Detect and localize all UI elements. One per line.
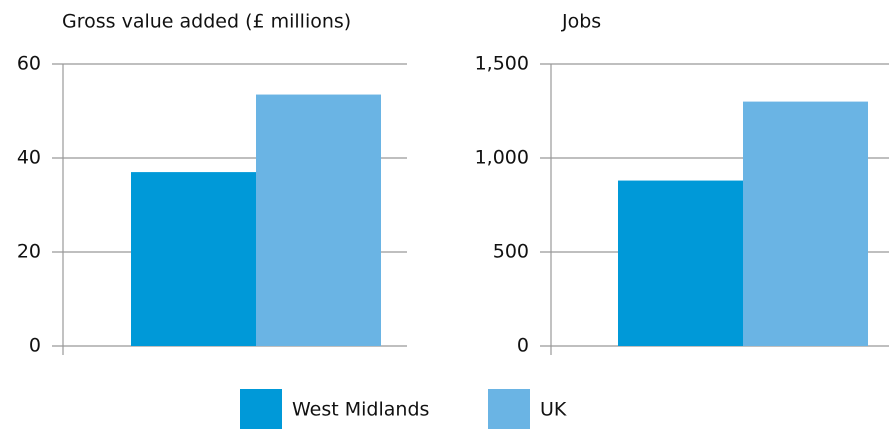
chart-title: Gross value added (£ millions) <box>62 11 351 33</box>
bar <box>131 172 256 346</box>
y-tick-label: 20 <box>17 241 41 263</box>
bar <box>256 94 381 346</box>
y-tick-label: 40 <box>17 147 41 169</box>
y-tick-label: 1,500 <box>475 53 529 75</box>
y-tick-label: 1,000 <box>475 147 529 169</box>
legend-label: West Midlands <box>292 399 429 421</box>
chart-title: Jobs <box>561 11 601 33</box>
legend-swatch <box>240 389 282 429</box>
y-tick-label: 60 <box>17 53 41 75</box>
legend-swatch <box>488 389 530 429</box>
legend-label: UK <box>540 399 567 421</box>
bar <box>743 101 868 346</box>
bar <box>618 180 743 346</box>
y-tick-label: 0 <box>29 335 41 357</box>
y-tick-label: 0 <box>517 335 529 357</box>
y-tick-label: 500 <box>493 241 529 263</box>
